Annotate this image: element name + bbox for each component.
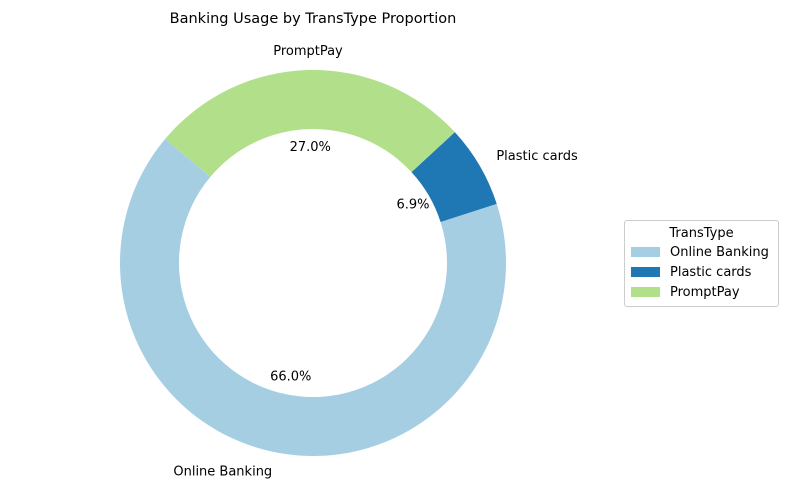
legend-label: PromptPay — [670, 284, 740, 300]
legend-swatch — [631, 287, 660, 297]
slice-label-plastic-cards: Plastic cards — [496, 149, 578, 164]
slice-promptpay — [165, 69, 455, 177]
legend-label: Plastic cards — [670, 264, 752, 280]
legend-item-plastic-cards: Plastic cards — [631, 262, 778, 282]
chart-title: Banking Usage by TransType Proportion — [170, 11, 457, 27]
legend-swatch — [631, 267, 660, 277]
percent-label-plastic-cards: 6.9% — [396, 198, 429, 213]
labels: Online Banking 66.0% Plastic cards 6.9% Prom… — [173, 44, 578, 480]
percent-label-promptpay: 27.0% — [290, 140, 331, 155]
legend-label: Online Banking — [670, 244, 769, 260]
legend-swatch — [631, 247, 660, 257]
legend-item-promptpay: PromptPay — [631, 282, 778, 302]
slice-plastic-cards — [411, 132, 497, 222]
slice-label-promptpay: PromptPay — [273, 44, 343, 59]
percent-label-online-banking: 66.0% — [270, 370, 311, 385]
legend-title: TransType — [669, 226, 734, 241]
legend: TransType Online Banking Plastic cards P… — [624, 220, 779, 307]
slices — [120, 69, 506, 456]
slice-online-banking — [120, 138, 506, 456]
legend-item-online-banking: Online Banking — [631, 242, 778, 262]
slice-label-online-banking: Online Banking — [173, 464, 272, 479]
